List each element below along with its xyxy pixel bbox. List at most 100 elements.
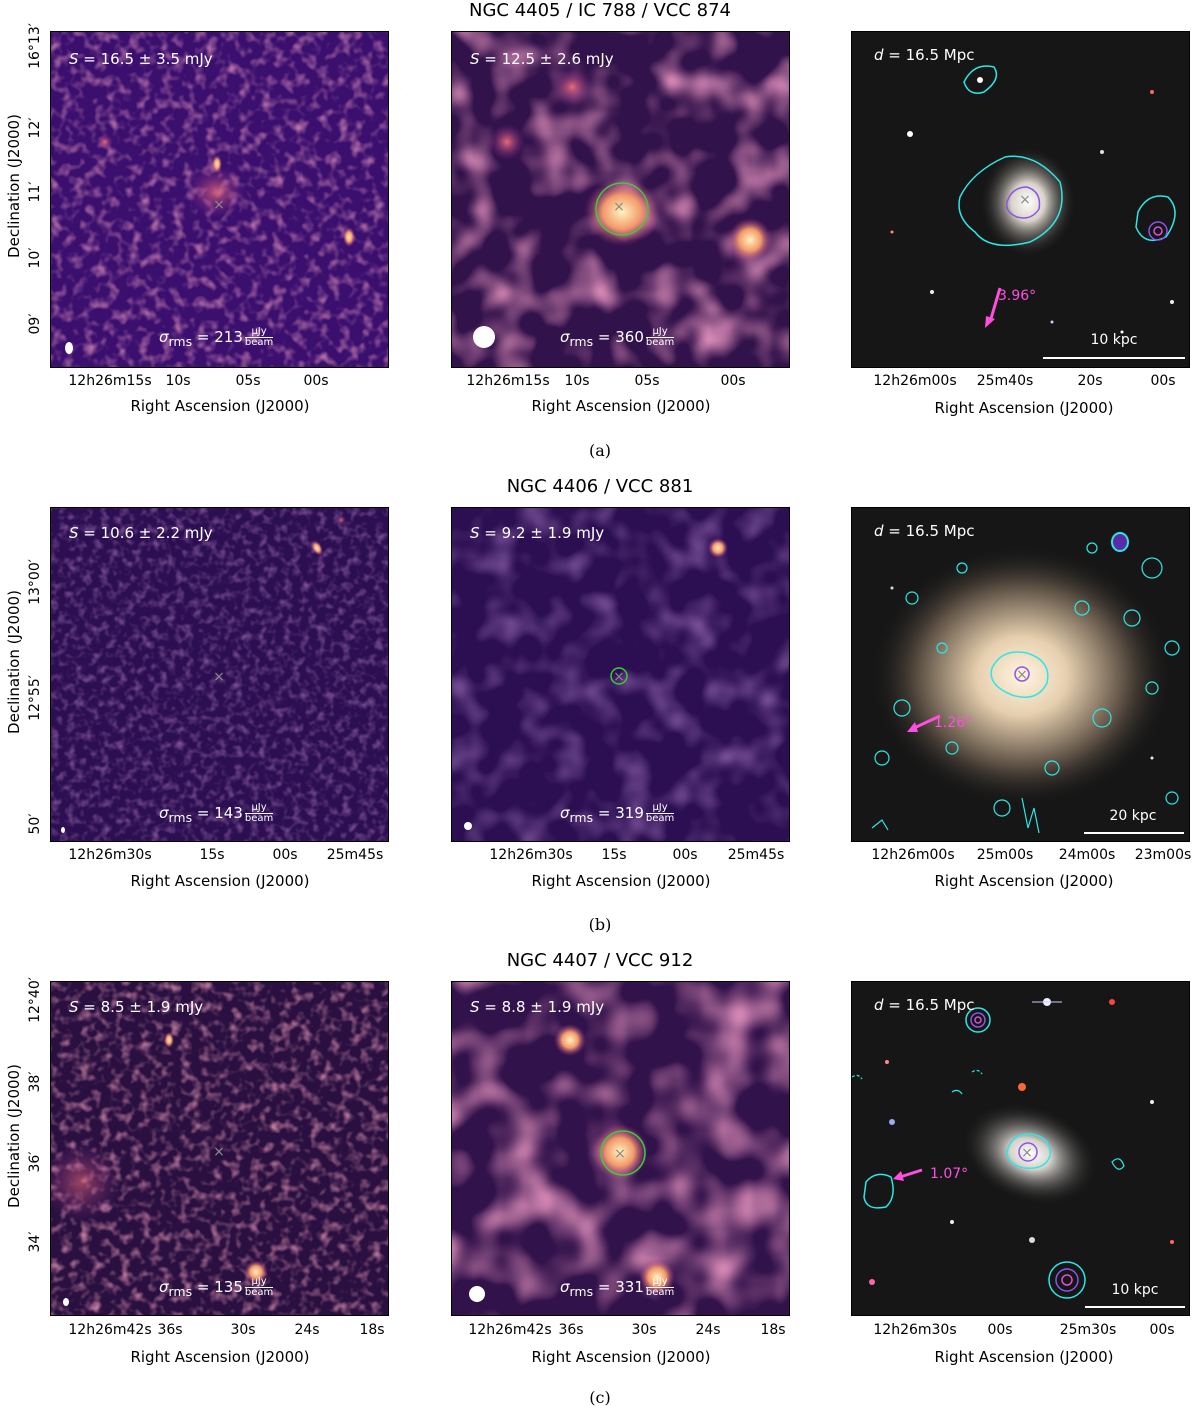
- x-tick-label: 00s: [1149, 1322, 1175, 1338]
- y-tick-label: 12′: [27, 117, 43, 139]
- x-tick-label: 00s: [272, 847, 298, 863]
- subfigure-caption: (b): [588, 915, 612, 934]
- rms-label: σrms = 143 μJy beam: [159, 802, 274, 825]
- aperture-circle: [610, 667, 628, 685]
- flux-label: S = 8.5 ± 1.9 mJy: [69, 998, 204, 1016]
- optical-sky-image: ×: [852, 982, 1189, 1315]
- aperture-circle: [600, 1130, 646, 1176]
- x-tick-label: 05s: [634, 373, 660, 389]
- flux-label: S = 16.5 ± 3.5 mJy: [69, 50, 213, 68]
- x-tick-label: 18s: [359, 1322, 385, 1338]
- x-tick-label: 10s: [564, 373, 590, 389]
- distance-label: d = 16.5 Mpc: [874, 46, 975, 64]
- svg-text:×: ×: [1019, 192, 1031, 208]
- x-tick-label: 12h26m15s: [68, 373, 152, 389]
- optical-sky-image: ×: [852, 32, 1189, 367]
- rms-label: σrms = 319 μJy beam: [560, 802, 675, 825]
- y-tick-label: 13°00′: [27, 559, 43, 605]
- x-tick-label: 25m45s: [727, 847, 785, 863]
- svg-text:×: ×: [613, 199, 625, 215]
- x-tick-label: 25m30s: [1059, 1322, 1117, 1338]
- svg-text:×: ×: [213, 1144, 225, 1160]
- x-tick-label: 00s: [987, 1322, 1013, 1338]
- x-tick-label: 30s: [230, 1322, 256, 1338]
- beam-ellipse: [469, 1286, 485, 1302]
- x-axis-label: Right Ascension (J2000): [934, 872, 1114, 890]
- svg-text:×: ×: [613, 669, 625, 685]
- beam-ellipse: [61, 827, 65, 833]
- x-axis-label: Right Ascension (J2000): [130, 1348, 310, 1366]
- x-axis-label: Right Ascension (J2000): [531, 872, 711, 890]
- rms-label: σrms = 331 μJy beam: [560, 1276, 675, 1299]
- scale-bar-label: 10 kpc: [1090, 332, 1138, 348]
- y-tick-label: 11′: [27, 181, 43, 203]
- radio-image-full-res: × S = 16.5 ± 3.5 mJy σrms = 213 μJy beam: [50, 31, 389, 368]
- radio-image-low-res: × S = 8.8 ± 1.9 mJy σrms = 331 μJy beam: [451, 981, 790, 1316]
- radio-emission-map: ×: [51, 982, 388, 1315]
- x-tick-label: 05s: [235, 373, 261, 389]
- x-tick-label: 12h26m30s: [68, 847, 152, 863]
- y-tick-label: 36′: [27, 1151, 43, 1173]
- svg-text:×: ×: [1021, 1145, 1033, 1161]
- y-tick-label: 16°13′: [27, 23, 43, 69]
- y-tick-label: 10′: [27, 247, 43, 269]
- scale-bar: [1084, 832, 1184, 834]
- angle-label: 3.96°: [998, 288, 1037, 304]
- angle-label: 1.07°: [930, 1166, 969, 1182]
- optical-image-with-contours: × d = 16.5 Mpc 3.96° 10 kpc: [851, 31, 1190, 368]
- beam-ellipse: [65, 342, 73, 354]
- beam-ellipse: [63, 1298, 69, 1306]
- svg-text:×: ×: [213, 669, 225, 685]
- radio-image-low-res: × S = 9.2 ± 1.9 mJy σrms = 319 μJy beam: [451, 507, 790, 842]
- y-tick-label: 12°55′: [27, 675, 43, 721]
- radio-emission-map: ×: [452, 982, 789, 1315]
- x-tick-label: 25m45s: [326, 847, 384, 863]
- scale-bar: [1085, 1306, 1185, 1308]
- optical-image-with-contours: × d = 16.5 Mpc 1.26° 20 kpc: [851, 507, 1190, 842]
- x-tick-label: 36s: [157, 1322, 183, 1338]
- x-tick-label: 20s: [1077, 373, 1103, 389]
- radio-emission-map: ×: [51, 508, 388, 841]
- row-title: NGC 4405 / IC 788 / VCC 874: [468, 0, 731, 21]
- x-axis-label: Right Ascension (J2000): [531, 397, 711, 415]
- rms-label: σrms = 360 μJy beam: [560, 326, 675, 349]
- aperture-circle: [595, 182, 649, 236]
- beam-ellipse: [464, 822, 472, 830]
- flux-label: S = 9.2 ± 1.9 mJy: [470, 524, 605, 542]
- rms-label: σrms = 135 μJy beam: [159, 1276, 274, 1299]
- y-tick-label: 12°40′: [27, 977, 43, 1023]
- radio-image-low-res: × S = 12.5 ± 2.6 mJy σrms = 360 μJy beam: [451, 31, 790, 368]
- radio-image-full-res: × S = 8.5 ± 1.9 mJy σrms = 135 μJy beam: [50, 981, 389, 1316]
- radio-emission-map: ×: [452, 32, 789, 367]
- flux-label: S = 10.6 ± 2.2 mJy: [69, 524, 213, 542]
- angle-arrow: [899, 1168, 923, 1179]
- rms-label: σrms = 213 μJy beam: [159, 326, 274, 349]
- x-tick-label: 12h26m30s: [489, 847, 573, 863]
- x-axis-label: Right Ascension (J2000): [531, 1348, 711, 1366]
- x-tick-label: 12h26m30s: [873, 1322, 957, 1338]
- scale-bar-label: 10 kpc: [1111, 1282, 1159, 1298]
- x-tick-label: 15s: [199, 847, 225, 863]
- x-axis-label: Right Ascension (J2000): [934, 399, 1114, 417]
- x-tick-label: 23m00s: [1134, 847, 1192, 863]
- svg-text:×: ×: [1016, 667, 1028, 683]
- y-axis-label: Declination (J2000): [5, 590, 23, 734]
- y-tick-label: 09′: [27, 313, 43, 335]
- y-axis-label: Declination (J2000): [5, 1064, 23, 1208]
- svg-text:×: ×: [614, 1146, 626, 1162]
- x-tick-label: 18s: [760, 1322, 786, 1338]
- row-title: NGC 4406 / VCC 881: [506, 476, 694, 497]
- x-tick-label: 12h26m00s: [873, 373, 957, 389]
- distance-label: d = 16.5 Mpc: [874, 996, 975, 1014]
- x-tick-label: 24m00s: [1058, 847, 1116, 863]
- radio-image-full-res: × S = 10.6 ± 2.2 mJy σrms = 143 μJy beam: [50, 507, 389, 842]
- x-tick-label: 25m40s: [976, 373, 1034, 389]
- x-tick-label: 12h26m15s: [466, 373, 550, 389]
- angle-label: 1.26°: [934, 715, 973, 731]
- y-tick-label: 34′: [27, 1231, 43, 1253]
- x-tick-label: 00s: [1150, 373, 1176, 389]
- x-tick-label: 24s: [695, 1322, 721, 1338]
- x-tick-label: 00s: [720, 373, 746, 389]
- angle-arrow: [988, 287, 1002, 323]
- x-tick-label: 25m00s: [976, 847, 1034, 863]
